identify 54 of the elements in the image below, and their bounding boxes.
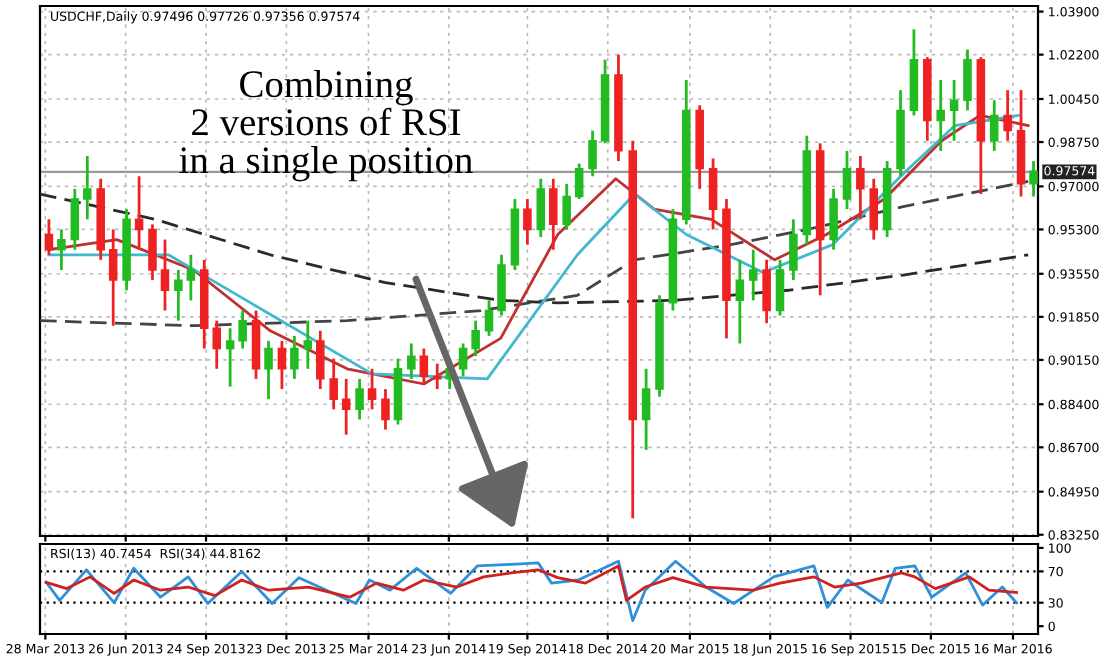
- candlestick: [303, 319, 313, 371]
- candlestick: [316, 329, 325, 391]
- candlestick: [497, 253, 506, 317]
- candlestick: [963, 48, 972, 112]
- candlestick: [381, 387, 390, 431]
- candlestick: [775, 258, 785, 317]
- candlestick: [484, 299, 494, 338]
- candlestick: [989, 98, 999, 153]
- candlestick: [225, 326, 235, 388]
- candlestick: [134, 174, 144, 252]
- line-series: [44, 564, 1018, 602]
- candlestick: [536, 177, 546, 239]
- candlestick: [789, 217, 798, 282]
- candlestick: [419, 347, 429, 386]
- candlestick: [936, 78, 945, 153]
- candlestick: [842, 149, 852, 211]
- candlestick: [355, 377, 364, 421]
- candlestick: [1003, 88, 1012, 143]
- candlestick: [574, 162, 584, 201]
- candlestick: [290, 334, 299, 381]
- candlestick: [174, 268, 183, 323]
- candlestick: [264, 339, 273, 401]
- line-series: [44, 559, 1018, 623]
- candlestick: [748, 248, 758, 302]
- candlestick: [549, 177, 558, 252]
- candlestick: [523, 197, 532, 247]
- candlestick: [829, 187, 838, 252]
- candlestick: [148, 222, 157, 282]
- candlestick: [367, 367, 377, 411]
- candlestick: [57, 228, 66, 272]
- candlestick: [949, 78, 959, 143]
- candlestick: [277, 339, 287, 391]
- candlestick: [562, 182, 571, 231]
- candlestick: [329, 357, 338, 411]
- candlestick: [708, 157, 718, 231]
- annotation: Combining 2 versions of RSI in a single position: [179, 70, 473, 182]
- candlestick: [341, 377, 351, 437]
- candlestick: [70, 187, 80, 252]
- candlestick: [44, 217, 54, 257]
- candlestick: [458, 342, 468, 378]
- candlestick: [869, 177, 879, 241]
- candlestick: [238, 309, 247, 350]
- candlestick: [471, 319, 480, 358]
- candlestick: [588, 129, 597, 178]
- candlestick: [407, 342, 416, 381]
- candlestick: [160, 238, 170, 312]
- candlestick: [735, 258, 745, 345]
- candlestick: [432, 362, 442, 391]
- candlestick: [641, 367, 651, 452]
- candlestick: [762, 258, 771, 325]
- candlestick: [856, 154, 865, 221]
- candlestick: [108, 228, 118, 328]
- candlestick: [83, 154, 92, 221]
- candlestick: [186, 253, 196, 302]
